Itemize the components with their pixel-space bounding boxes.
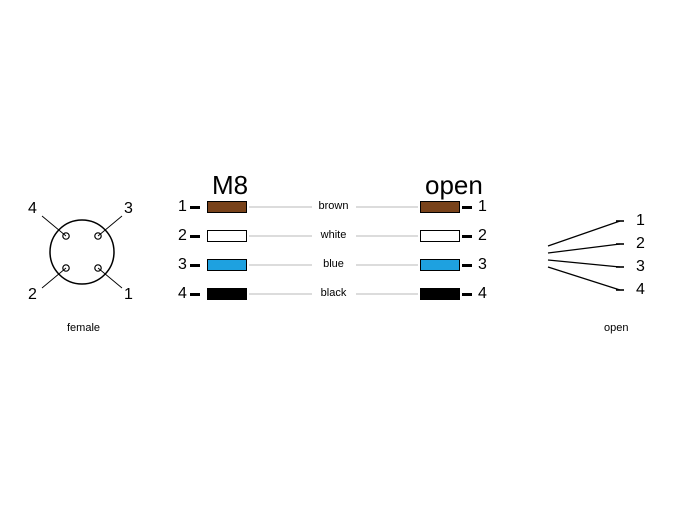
left-pin-num-1: 1 bbox=[178, 198, 187, 216]
right-pin-num-2: 2 bbox=[478, 227, 487, 245]
open-sublabel: open bbox=[604, 322, 628, 334]
wire-label-white: white bbox=[312, 229, 356, 241]
right-color-box-brown bbox=[420, 201, 460, 213]
open-pin-label-4: 4 bbox=[636, 281, 645, 299]
connector-pin-label-2: 2 bbox=[28, 286, 37, 304]
right-color-box-blue bbox=[420, 259, 460, 271]
right-pin-num-3: 3 bbox=[478, 256, 487, 274]
right-color-box-white bbox=[420, 230, 460, 242]
left-tick-1 bbox=[190, 206, 200, 209]
right-tick-1 bbox=[462, 206, 472, 209]
open-wire-4 bbox=[548, 267, 620, 290]
right-pin-num-1: 1 bbox=[478, 198, 487, 216]
wire-label-black: black bbox=[312, 287, 356, 299]
right-pin-num-4: 4 bbox=[478, 285, 487, 303]
header-open: open bbox=[425, 170, 483, 201]
right-tick-2 bbox=[462, 235, 472, 238]
connector-sublabel: female bbox=[67, 322, 100, 334]
left-color-box-blue bbox=[207, 259, 247, 271]
left-pin-num-4: 4 bbox=[178, 285, 187, 303]
connector-pin-label-1: 1 bbox=[124, 286, 133, 304]
left-pin-num-3: 3 bbox=[178, 256, 187, 274]
left-tick-3 bbox=[190, 264, 200, 267]
open-wire-1 bbox=[548, 221, 620, 246]
open-wire-2 bbox=[548, 244, 620, 253]
left-color-box-white bbox=[207, 230, 247, 242]
right-color-box-black bbox=[420, 288, 460, 300]
open-pin-label-3: 3 bbox=[636, 258, 645, 276]
wire-label-brown: brown bbox=[312, 200, 356, 212]
open-pin-label-2: 2 bbox=[636, 235, 645, 253]
right-tick-4 bbox=[462, 293, 472, 296]
wire-label-blue: blue bbox=[312, 258, 356, 270]
left-pin-num-2: 2 bbox=[178, 227, 187, 245]
header-m8: M8 bbox=[212, 170, 248, 201]
left-tick-2 bbox=[190, 235, 200, 238]
connector-circle bbox=[50, 220, 114, 284]
left-color-box-brown bbox=[207, 201, 247, 213]
connector-pin-label-3: 3 bbox=[124, 200, 133, 218]
open-wire-3 bbox=[548, 260, 620, 267]
left-color-box-black bbox=[207, 288, 247, 300]
left-tick-4 bbox=[190, 293, 200, 296]
right-tick-3 bbox=[462, 264, 472, 267]
connector-pin-label-4: 4 bbox=[28, 200, 37, 218]
open-pin-label-1: 1 bbox=[636, 212, 645, 230]
